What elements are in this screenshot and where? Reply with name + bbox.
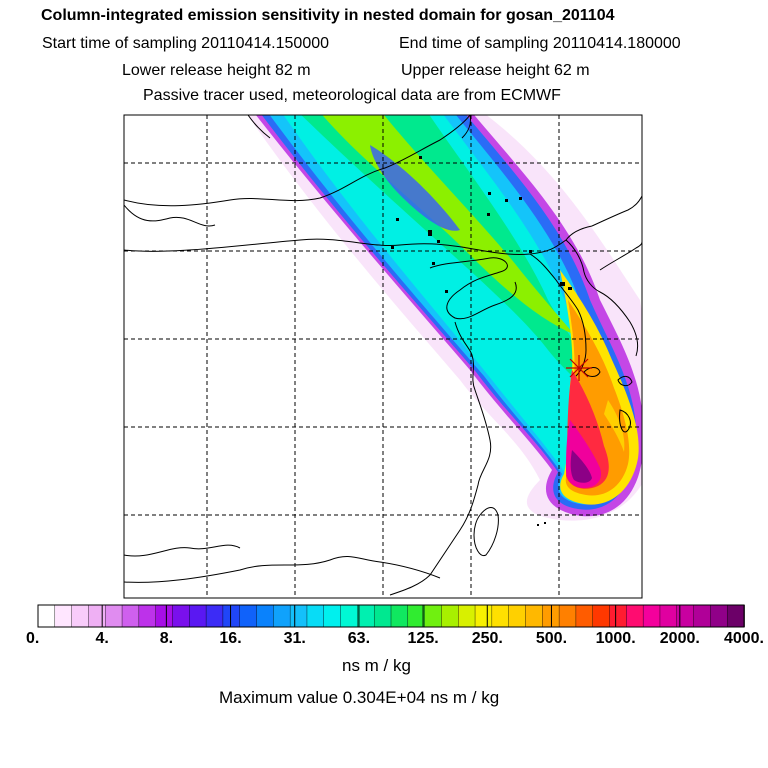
max-value-label: Maximum value 0.304E+04 ns m / kg bbox=[219, 688, 500, 707]
end-time-label: End time of sampling 20110414.180000 bbox=[399, 35, 681, 52]
sensitivity-map bbox=[123, 114, 643, 599]
colorbar-tick-label: 31. bbox=[283, 630, 306, 647]
gridlines bbox=[124, 115, 642, 598]
plot-title: Column-integrated emission sensitivity i… bbox=[41, 7, 615, 24]
plume-band-aqua bbox=[283, 115, 625, 500]
plume-band-green bbox=[301, 115, 610, 420]
plume-core-blue bbox=[370, 145, 460, 231]
start-time-label: Start time of sampling 20110414.150000 bbox=[42, 35, 330, 52]
colorbar-tick-label: 0. bbox=[26, 630, 40, 647]
coastlines bbox=[124, 115, 642, 596]
colorbar-tick-label: 2000. bbox=[659, 630, 700, 647]
colorbar-tick-label: 8. bbox=[159, 630, 174, 647]
info-label: Passive tracer used, meteorological data… bbox=[143, 87, 561, 104]
colorbar-tick-label: 4. bbox=[95, 630, 109, 647]
plume-field bbox=[247, 115, 642, 521]
colorbar-tick-label: 250. bbox=[471, 630, 503, 647]
colorbar-tick-label: 4000. bbox=[723, 630, 764, 647]
colorbar-tick-label: 1000. bbox=[595, 630, 636, 647]
colorbar-tick-label: 63. bbox=[347, 630, 371, 647]
plume-hook-inner bbox=[604, 400, 625, 452]
plume-core-purple bbox=[570, 450, 592, 483]
map-frame bbox=[123, 114, 643, 599]
upper-release-label: Upper release height 62 m bbox=[401, 62, 590, 79]
lower-release-label: Lower release height 82 m bbox=[122, 62, 311, 79]
colorbar-tick-label: 125. bbox=[407, 630, 439, 647]
colorbar-tick-label: 16. bbox=[219, 630, 242, 647]
colorbar-tick-label: 500. bbox=[535, 630, 568, 647]
star-marker bbox=[566, 355, 592, 381]
colorbar-unit: ns m / kg bbox=[342, 656, 411, 675]
